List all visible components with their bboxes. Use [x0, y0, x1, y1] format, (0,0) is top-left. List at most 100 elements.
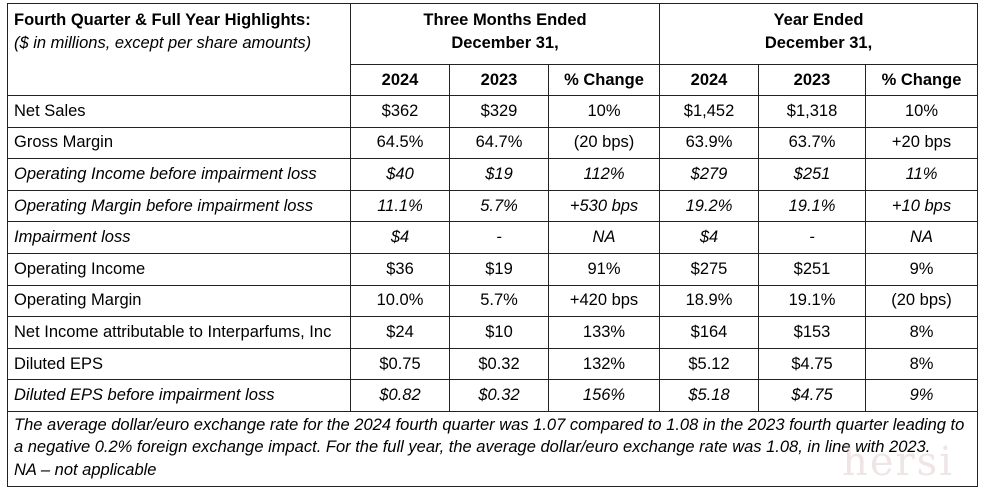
column-header: 2024: [659, 64, 760, 96]
footnote-row: The average dollar/euro exchange rate fo…: [6, 410, 979, 487]
row-label: Diluted EPS: [7, 347, 351, 381]
table-row: Operating Margin 10.0% 5.7% +420 bps 18.9% 19…: [7, 284, 979, 318]
table-cell: 10.0%: [350, 284, 450, 318]
table-cell: 64.7%: [449, 126, 549, 160]
table-cell: 112%: [547, 158, 661, 191]
footnote-line: a negative 0.2% foreign exchange impact.…: [14, 438, 931, 457]
table-cell: 64.5%: [350, 126, 450, 160]
table-cell: +10 bps: [865, 189, 979, 223]
table-cell: $4: [659, 221, 760, 254]
table-subtitle: ($ in millions, except per share amounts…: [14, 34, 312, 52]
table-cell: 156%: [547, 379, 661, 412]
table-cell: $0.75: [350, 347, 450, 381]
column-header-row: 2024 2023 % Change 2024 2023 % Change: [8, 64, 979, 96]
table-title-cell: Fourth Quarter & Full Year Highlights: (…: [7, 3, 351, 96]
table-cell: $279: [659, 158, 760, 191]
row-label: Operating Income before impairment loss: [7, 158, 351, 191]
table-cell: +530 bps: [547, 189, 661, 223]
group-header-row: Fourth Quarter & Full Year Highlights: (…: [7, 3, 979, 96]
column-header: 2024: [350, 64, 450, 96]
footnote-cell: The average dollar/euro exchange rate fo…: [6, 410, 979, 487]
row-label: Gross Margin: [7, 126, 351, 160]
table-cell: $329: [449, 95, 549, 128]
footnote-line: NA – not applicable: [14, 460, 157, 479]
table-cell: $0.32: [449, 347, 549, 381]
table-cell: (20 bps): [865, 284, 979, 318]
table-cell: $36: [350, 252, 450, 286]
table-cell: 19.2%: [659, 189, 760, 223]
group-header-three-months: Three Months Ended December 31,: [349, 3, 661, 65]
column-header: 2023: [449, 64, 549, 96]
table-cell: 19.1%: [758, 284, 867, 318]
table-cell: $362: [350, 95, 450, 128]
table-cell: 18.9%: [659, 284, 760, 318]
row-label: Diluted EPS before impairment loss: [7, 379, 351, 412]
table-cell: $1,318: [758, 95, 867, 128]
table-cell: $5.12: [659, 347, 760, 381]
table-cell: 63.7%: [758, 126, 867, 160]
table-cell: -: [758, 221, 867, 254]
table-row: Operating Income $36 $19 91% $275 $251 9%: [7, 252, 979, 286]
table-cell: $275: [659, 252, 760, 286]
row-label: Net Sales: [7, 95, 351, 128]
table-cell: $251: [758, 158, 867, 191]
table-cell: 10%: [865, 95, 979, 128]
table-cell: $251: [758, 252, 867, 286]
table-cell: 11%: [865, 158, 979, 191]
table-row: Operating Income before impairment loss $…: [7, 158, 979, 191]
table-cell: 8%: [865, 347, 979, 381]
table-cell: 10%: [547, 95, 661, 128]
table-cell: 133%: [547, 316, 661, 349]
table-row: Diluted EPS $0.75 $0.32 132% $5.12 $4.75 8%: [7, 347, 979, 381]
table-row: Gross Margin 64.5% 64.7% (20 bps) 63.9% 63.7%…: [7, 126, 979, 160]
highlights-table: Fourth Quarter & Full Year Highlights: (…: [6, 3, 979, 487]
column-header: % Change: [865, 64, 979, 96]
row-label: Operating Margin before impairment loss: [7, 189, 351, 223]
table-body: Net Sales $362 $329 10% $1,452 $1,318 10% Gross…: [7, 95, 979, 412]
table-cell: NA: [865, 221, 979, 254]
table-cell: $5.18: [659, 379, 760, 412]
table-cell: 9%: [865, 252, 979, 286]
table-cell: $164: [659, 316, 760, 349]
table-cell: -: [449, 221, 549, 254]
column-header: % Change: [547, 64, 661, 96]
table-cell: +420 bps: [547, 284, 661, 318]
table-row: Net Sales $362 $329 10% $1,452 $1,318 10%: [7, 95, 979, 128]
row-label: Operating Margin: [7, 284, 351, 318]
table-cell: $24: [350, 316, 450, 349]
footnote-line: The average dollar/euro exchange rate fo…: [14, 415, 965, 434]
table-cell: $153: [758, 316, 867, 349]
table-cell: $40: [350, 158, 450, 191]
table-cell: $4.75: [758, 379, 867, 412]
table-row: Net Income attributable to Interparfums,…: [7, 316, 979, 349]
column-header: 2023: [758, 64, 867, 96]
row-label: Impairment loss: [7, 221, 351, 254]
table-cell: $19: [449, 158, 549, 191]
table-cell: (20 bps): [547, 126, 661, 160]
table-cell: +20 bps: [865, 126, 979, 160]
table-cell: 132%: [547, 347, 661, 381]
table-cell: $19: [449, 252, 549, 286]
table-cell: 11.1%: [350, 189, 450, 223]
table-cell: $4: [350, 221, 450, 254]
row-label: Net Income attributable to Interparfums,…: [7, 316, 351, 349]
table-row: Operating Margin before impairment loss 1…: [7, 189, 979, 223]
table-row: Impairment loss $4- NA $4- NA: [7, 221, 979, 254]
group-header-year: Year Ended December 31,: [659, 3, 979, 65]
table-row: Diluted EPS before impairment loss $0.82 $…: [7, 379, 979, 412]
table-cell: 8%: [865, 316, 979, 349]
table-cell: NA: [547, 221, 661, 254]
table-cell: $10: [449, 316, 549, 349]
table-cell: 19.1%: [758, 189, 867, 223]
table-cell: 91%: [547, 252, 661, 286]
table-cell: 9%: [865, 379, 979, 412]
table-title: Fourth Quarter & Full Year Highlights:: [14, 11, 311, 29]
row-label: Operating Income: [7, 252, 351, 286]
table-cell: $1,452: [659, 95, 760, 128]
table-cell: $0.32: [449, 379, 549, 412]
table-cell: 5.7%: [449, 189, 549, 223]
table-cell: 63.9%: [659, 126, 760, 160]
table-cell: 5.7%: [449, 284, 549, 318]
table-cell: $4.75: [758, 347, 867, 381]
